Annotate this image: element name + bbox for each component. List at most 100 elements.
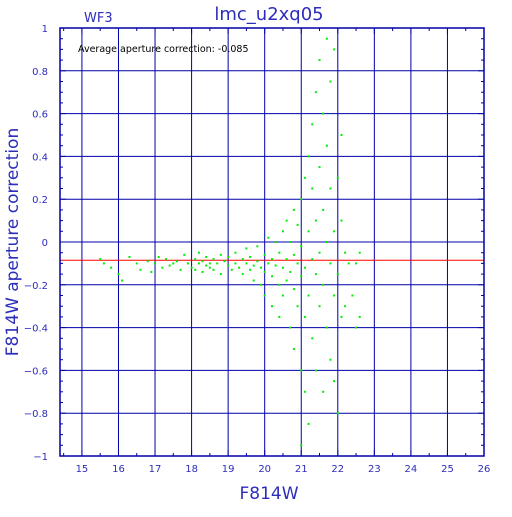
data-point [157, 255, 160, 258]
y-tick-label: 1 [42, 24, 48, 35]
data-point [278, 283, 281, 286]
data-point [303, 315, 306, 318]
data-point [267, 236, 270, 239]
chart-title: lmc_u2xq05 [214, 4, 323, 25]
data-point [333, 380, 336, 383]
data-point [238, 266, 241, 269]
data-point [219, 273, 222, 276]
data-point [274, 241, 277, 243]
data-point [260, 266, 263, 269]
data-point [307, 422, 310, 425]
data-point [355, 262, 358, 265]
data-point [117, 273, 120, 276]
data-point [333, 294, 336, 297]
data-point [322, 112, 325, 115]
data-point [355, 326, 358, 329]
x-tick-label: 16 [112, 464, 125, 475]
x-axis-label: F814W [239, 484, 298, 504]
data-point [212, 268, 215, 271]
data-point [307, 230, 310, 233]
data-point [311, 187, 314, 190]
data-point [296, 223, 299, 226]
x-tick-label: 22 [331, 464, 344, 475]
data-point [234, 262, 237, 265]
data-point [292, 348, 295, 350]
data-point [281, 230, 284, 233]
x-tick-label: 25 [441, 464, 454, 475]
data-point [333, 230, 336, 233]
data-point [271, 305, 273, 308]
data-point [227, 264, 230, 267]
data-point [263, 253, 266, 256]
data-points [99, 37, 361, 447]
data-point [263, 270, 266, 273]
data-point [205, 264, 208, 267]
data-point [278, 315, 281, 318]
data-point [208, 266, 211, 269]
data-point [150, 270, 153, 273]
data-point [329, 358, 332, 361]
y-tick-label: 0.2 [32, 195, 48, 206]
data-point [102, 262, 105, 265]
data-point [245, 262, 248, 265]
data-point [146, 260, 149, 263]
data-point [135, 262, 138, 265]
data-point [340, 315, 343, 318]
data-point [303, 266, 306, 269]
y-tick-label: 0.8 [32, 67, 48, 78]
data-point [194, 258, 197, 261]
data-point [292, 208, 295, 211]
y-tick-label: 0 [42, 238, 48, 249]
data-point [99, 258, 102, 261]
data-point [329, 187, 332, 190]
data-point [274, 264, 277, 267]
data-point [303, 176, 306, 179]
data-point [358, 251, 361, 254]
data-point [208, 262, 211, 265]
data-point [256, 260, 259, 263]
data-point [318, 166, 321, 169]
data-point [227, 255, 230, 258]
x-tick-label: 21 [295, 464, 308, 475]
panel-label: WF3 [84, 11, 113, 26]
average-annotation: Average aperture correction: -0.085 [78, 44, 249, 55]
data-point [201, 260, 204, 263]
data-point [241, 258, 244, 261]
data-point [344, 305, 347, 308]
data-point [252, 279, 255, 282]
data-point [296, 262, 299, 265]
x-tick-label: 19 [222, 464, 235, 475]
data-point [336, 273, 339, 276]
data-point [311, 123, 314, 126]
data-point [271, 275, 273, 278]
y-tick-label: −1 [33, 452, 48, 463]
data-point [325, 326, 328, 329]
data-point [325, 37, 328, 40]
data-point [252, 264, 255, 267]
data-point [322, 208, 325, 211]
data-point [329, 262, 332, 265]
grid-lines [60, 28, 484, 456]
data-point [256, 245, 259, 248]
data-point [325, 144, 328, 147]
data-point [300, 245, 303, 248]
y-tick-label: 0.6 [32, 110, 48, 121]
data-point [194, 268, 197, 271]
data-point [318, 251, 321, 254]
data-point [289, 241, 292, 243]
data-point [260, 283, 263, 286]
data-point [311, 337, 314, 340]
data-point [139, 268, 142, 271]
data-point [329, 80, 332, 83]
data-point [336, 176, 339, 179]
data-point [197, 251, 200, 254]
data-point [300, 275, 303, 278]
data-point [292, 288, 295, 291]
data-point [186, 262, 189, 265]
data-point [281, 294, 284, 297]
data-point [347, 262, 350, 265]
data-point [289, 270, 292, 273]
data-point [318, 305, 321, 308]
data-point [300, 369, 303, 372]
